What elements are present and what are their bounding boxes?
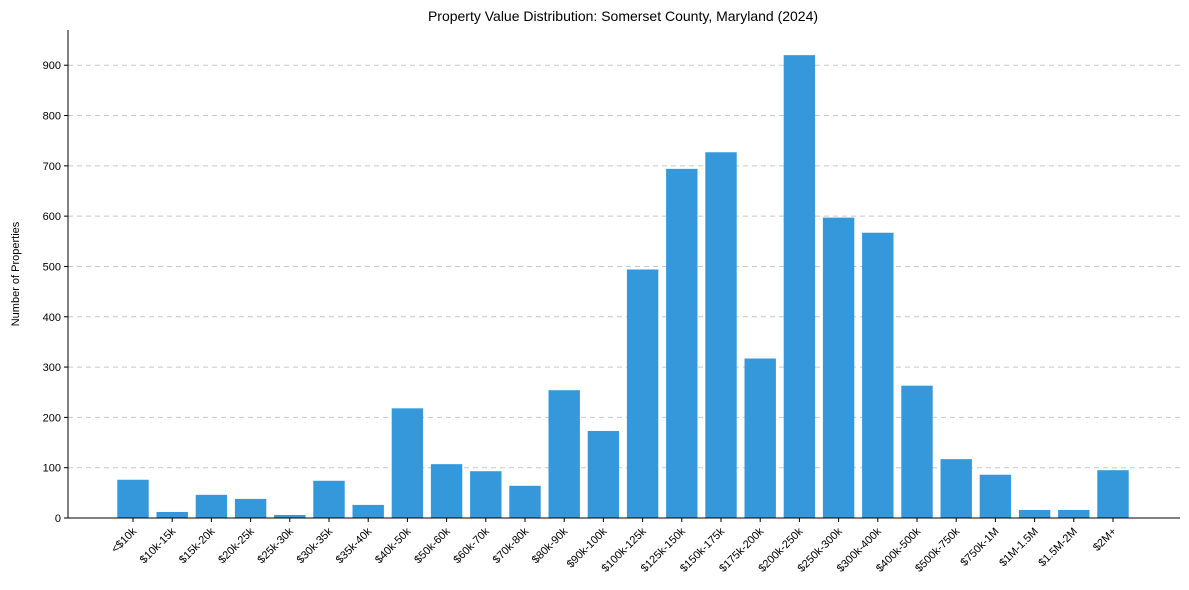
bar	[940, 459, 972, 518]
chart-title: Property Value Distribution: Somerset Co…	[428, 8, 818, 24]
bar	[666, 168, 698, 518]
x-tick-label: <$10k	[109, 525, 139, 555]
bar	[901, 385, 933, 518]
bar	[979, 474, 1012, 518]
x-tick-label: $10k-15k	[138, 525, 179, 566]
bar	[744, 358, 776, 518]
x-tick-label: $1.5M-2M	[1036, 526, 1080, 570]
y-tick-label: 400	[43, 312, 61, 324]
y-tick-label: 600	[43, 211, 61, 223]
bar	[1058, 509, 1090, 518]
x-tick-label: $50k-60k	[412, 525, 453, 566]
bar	[587, 430, 620, 518]
gridlines	[68, 64, 1180, 469]
x-tick-label: $30k-35k	[295, 525, 336, 566]
bar	[352, 504, 384, 518]
bar	[626, 269, 659, 518]
x-tick-label: $35k-40k	[334, 525, 375, 566]
bars	[117, 55, 1129, 519]
x-tick-label: $70k-80k	[491, 525, 532, 566]
x-tick-label: $20k-25k	[216, 525, 257, 566]
axes	[67, 30, 1180, 519]
bar	[862, 232, 894, 518]
bar	[1097, 470, 1129, 518]
x-tick-label: $60k-70k	[451, 525, 492, 566]
bar	[156, 511, 188, 518]
bar	[783, 55, 816, 519]
x-tick-label: $40k-50k	[373, 525, 414, 566]
bar	[822, 217, 855, 518]
x-tick-label: $25k-30k	[255, 525, 296, 566]
y-tick-label: 800	[43, 111, 61, 123]
y-tick-label: 0	[55, 513, 61, 525]
x-tick-label: $1M-1.5M	[997, 526, 1041, 570]
bar	[509, 485, 541, 518]
x-tick-label: $2M+	[1091, 526, 1119, 554]
x-tick-label: $15k-20k	[177, 525, 218, 566]
x-tick-label: $80k-90k	[530, 525, 571, 566]
bar	[548, 390, 580, 518]
bar	[274, 514, 306, 518]
bar	[430, 464, 463, 518]
y-tick-label: 200	[43, 412, 61, 424]
y-tick-label: 900	[43, 60, 61, 72]
bar	[470, 471, 502, 518]
y-tick-label: 500	[43, 261, 61, 273]
bar	[195, 494, 228, 518]
y-axis-label: Number of Properties	[10, 221, 22, 326]
x-ticks: <$10k$10k-15k$15k-20k$20k-25k$25k-30k$30…	[109, 518, 1119, 575]
y-tick-label: 100	[43, 463, 61, 475]
y-tick-label: 300	[43, 362, 61, 374]
bar	[391, 408, 424, 518]
y-ticks: 0 100 200 300 400 500 600 700 800 900	[43, 60, 68, 525]
bar	[313, 480, 345, 518]
bar	[234, 498, 267, 518]
y-tick-label: 700	[43, 161, 61, 173]
bar	[1018, 509, 1051, 518]
bar	[117, 479, 149, 518]
bar	[705, 152, 737, 519]
x-tick-label: $750k-1M	[958, 526, 1001, 569]
